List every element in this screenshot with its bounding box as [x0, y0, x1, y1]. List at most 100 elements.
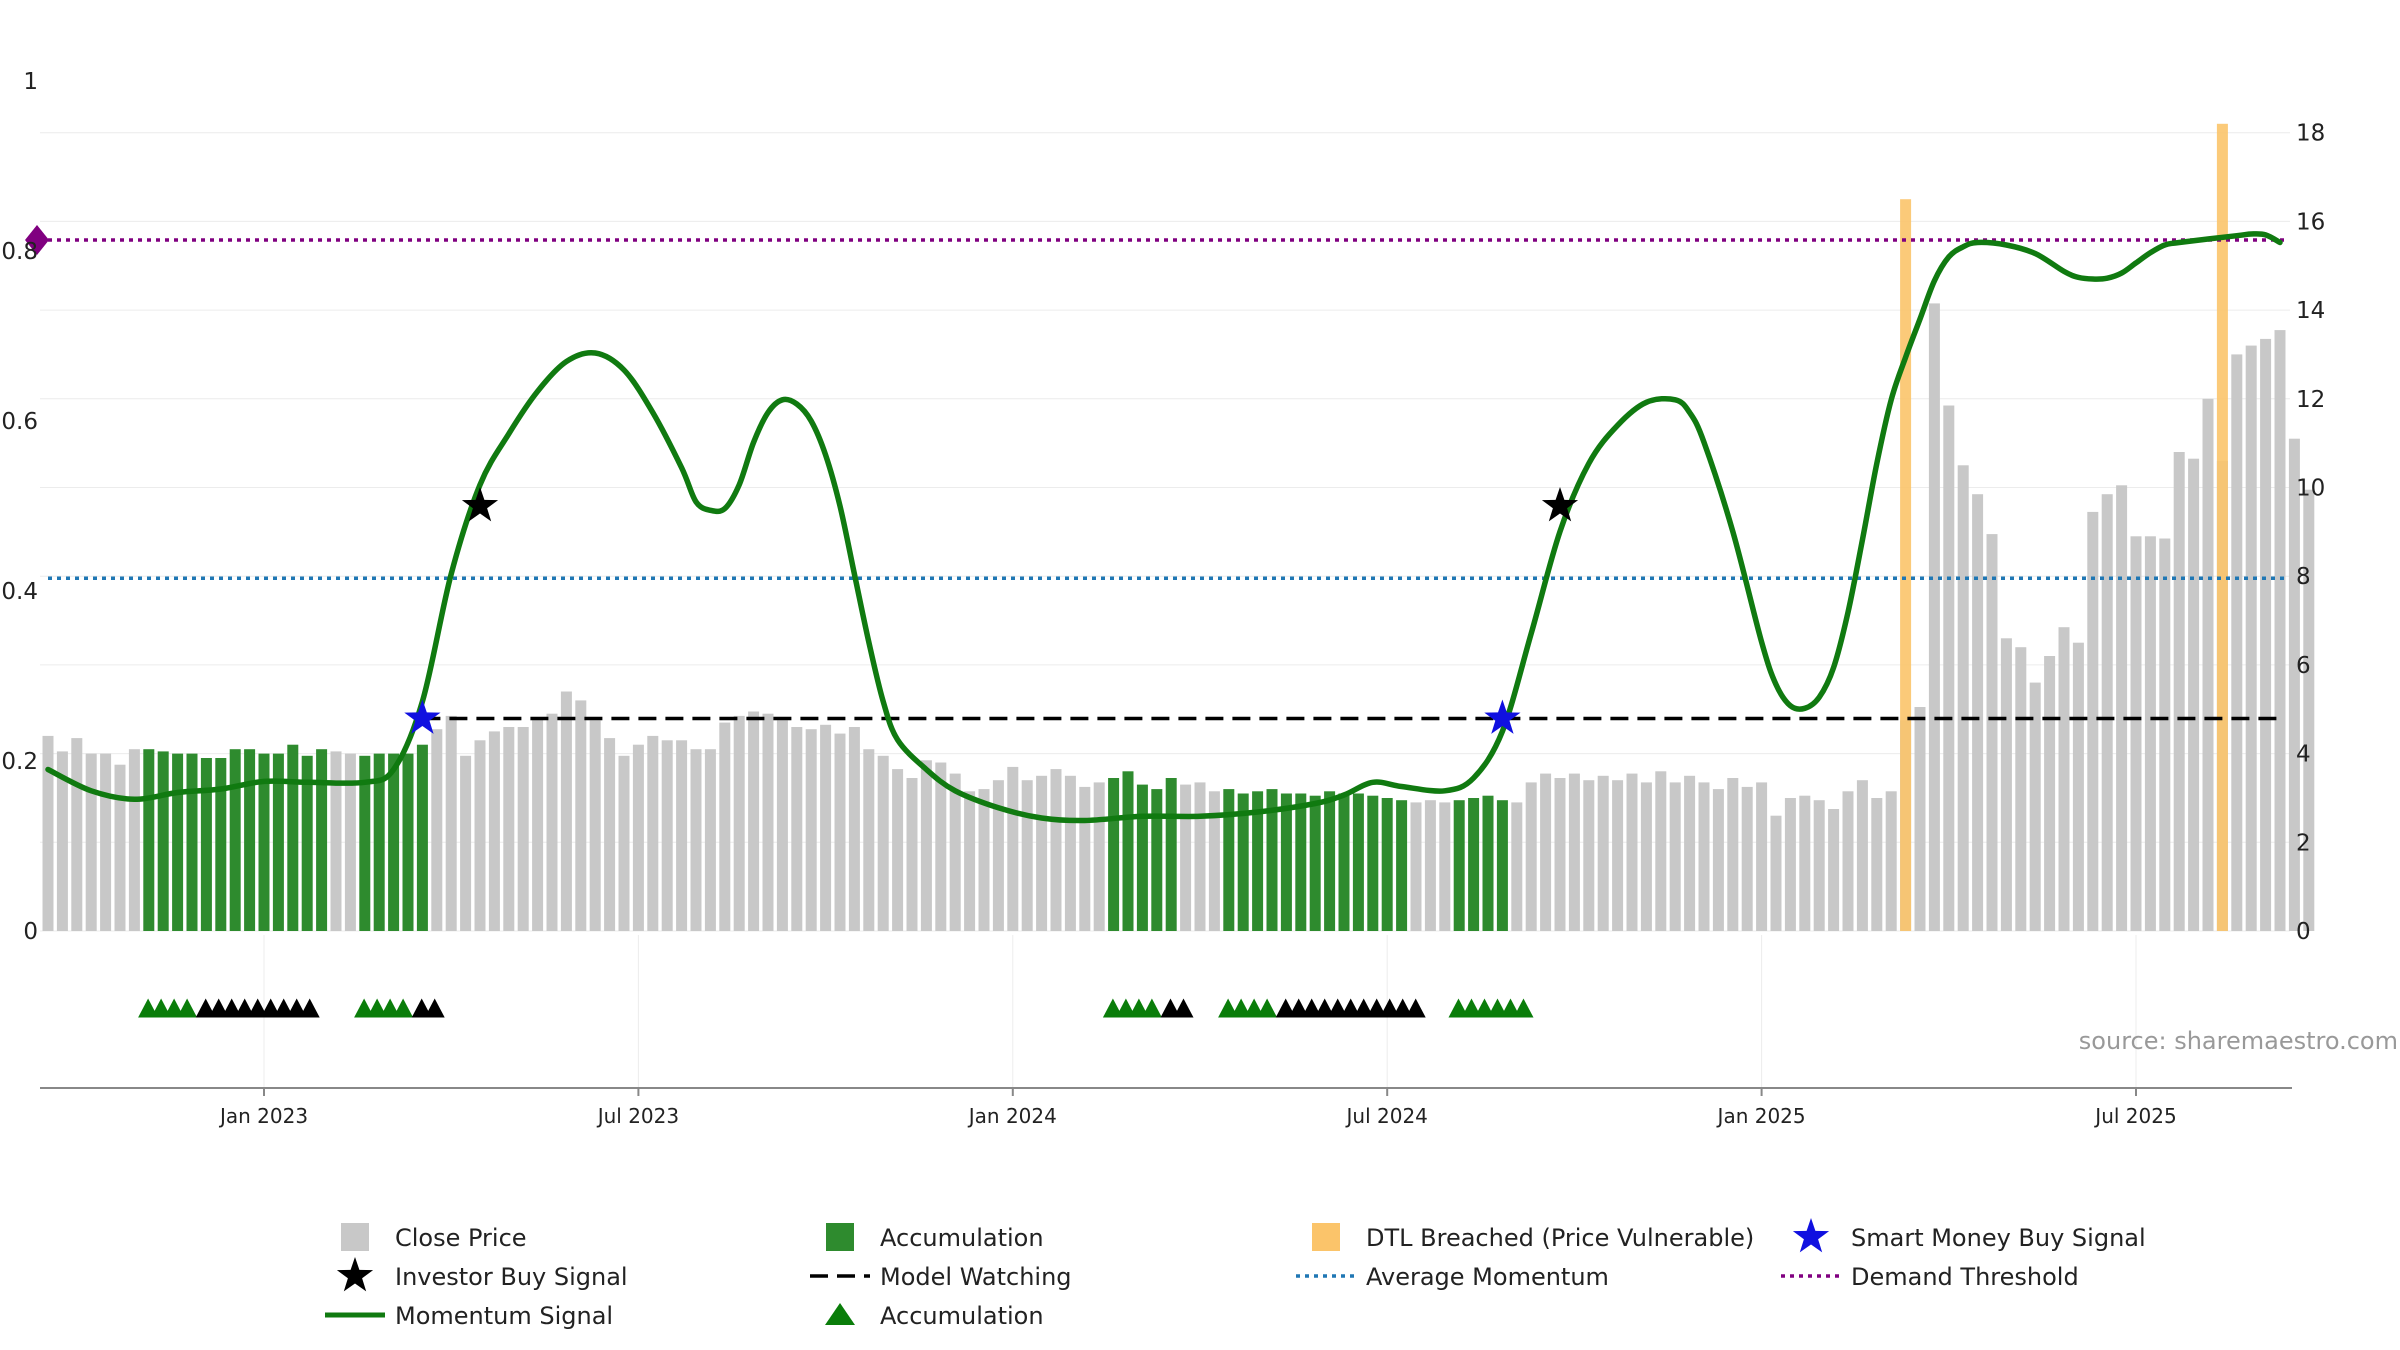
close-price-bar [949, 773, 961, 931]
x-tick-label: Jul 2025 [2093, 1104, 2176, 1128]
accumulation-marker-black [1379, 998, 1400, 1018]
accumulation-marker-black [1160, 998, 1181, 1018]
right-tick-label: 2 [2296, 830, 2311, 856]
close-price-bar [1856, 780, 1868, 931]
accumulation-marker-black [234, 998, 255, 1018]
close-price-bar [1439, 802, 1451, 931]
legend-item: Smart Money Buy Signal [1792, 1218, 2146, 1253]
close-price-bar [1770, 815, 1782, 931]
accumulation-marker [1128, 998, 1149, 1018]
close-price-bar [1741, 786, 1753, 931]
close-price-bar [2159, 538, 2171, 931]
close-price-bar [1525, 782, 1537, 931]
close-price-bar [1612, 780, 1624, 931]
accumulation-bar [200, 758, 212, 931]
accumulation-marker-black [1366, 998, 1387, 1018]
close-price-bar [1093, 782, 1105, 931]
close-price-bar [1568, 773, 1580, 931]
legend-label: Smart Money Buy Signal [1851, 1224, 2146, 1252]
accumulation-bar [402, 753, 414, 931]
accumulation-marker-black [1327, 998, 1348, 1018]
legend-label: Demand Threshold [1851, 1263, 2079, 1291]
close-price-bar [1007, 766, 1019, 931]
accumulation-marker-black [1275, 998, 1296, 1018]
accumulation-bar [1468, 798, 1480, 931]
close-price-bar [344, 753, 356, 931]
legend-swatch [1312, 1223, 1340, 1251]
close-price-bar [2000, 638, 2012, 931]
close-price-bar [503, 727, 515, 931]
close-price-bar [1050, 769, 1062, 931]
legend-star-icon [1792, 1218, 1830, 1253]
close-price-bar [2260, 338, 2272, 931]
close-price-bar [618, 755, 630, 931]
close-price-bar [85, 753, 97, 931]
close-price-bar [1842, 791, 1854, 931]
accumulation-marker [1513, 998, 1534, 1018]
close-price-bar [2029, 682, 2041, 931]
accumulation-marker-black [208, 998, 229, 1018]
accumulation-marker-black [1288, 998, 1309, 1018]
legend-swatch [826, 1223, 854, 1251]
close-price-bar [762, 713, 774, 931]
close-price-bar [892, 769, 904, 931]
accumulation-marker-black [247, 998, 268, 1018]
legend-label: Accumulation [880, 1224, 1044, 1252]
accumulation-marker [1102, 998, 1123, 1018]
legend-star-icon [336, 1257, 374, 1292]
close-price-bar [589, 720, 601, 931]
close-price-bar [71, 738, 83, 931]
left-tick-label: 0.2 [1, 749, 38, 775]
close-price-bar [863, 749, 875, 931]
right-tick-label: 4 [2296, 742, 2311, 768]
close-price-bar [2144, 536, 2156, 931]
right-tick-label: 10 [2296, 476, 2325, 502]
right-tick-label: 18 [2296, 121, 2325, 147]
close-price-bar [517, 727, 529, 931]
close-price-bar [2087, 511, 2099, 931]
close-price-bar [1698, 782, 1710, 931]
accumulation-bar [1237, 793, 1249, 931]
accumulation-marker-black [273, 998, 294, 1018]
legend-item: Accumulation [825, 1302, 1044, 1330]
accumulation-marker [151, 998, 172, 1018]
accumulation-bar [1381, 798, 1393, 931]
close-price-bar [1943, 405, 1955, 931]
legend-item: Average Momentum [1296, 1263, 1609, 1291]
accumulation-bar [229, 749, 241, 931]
x-tick-label: Jul 2023 [596, 1104, 679, 1128]
left-tick-label: 0 [23, 919, 38, 945]
accumulation-marker-black [221, 998, 242, 1018]
legend-item: DTL Breached (Price Vulnerable) [1312, 1223, 1754, 1252]
accumulation-marker-black [424, 998, 445, 1018]
close-price-bar [1986, 534, 1998, 931]
close-price-bar [661, 740, 673, 931]
close-price-bar [676, 740, 688, 931]
accumulation-marker [354, 998, 375, 1018]
close-price-bar [690, 749, 702, 931]
right-tick-label: 0 [2296, 919, 2311, 945]
close-price-bar [1828, 809, 1840, 931]
accumulation-marker-black [1405, 998, 1426, 1018]
legend-label: Investor Buy Signal [395, 1263, 628, 1291]
accumulation-marker-black [411, 998, 432, 1018]
x-tick-label: Jul 2024 [1345, 1104, 1428, 1128]
accumulation-marker [1474, 998, 1495, 1018]
accumulation-bar [287, 744, 299, 931]
close-price-bar [2101, 494, 2113, 931]
accumulation-bar [157, 751, 169, 931]
accumulation-bar [1280, 793, 1292, 931]
left-tick-label: 0.8 [1, 239, 38, 265]
right-tick-label: 8 [2296, 564, 2311, 590]
dtl-breached-bar [2216, 123, 2228, 932]
close-price-bar [1540, 773, 1552, 931]
close-price-bar [2044, 656, 2056, 931]
legend-triangle-icon [825, 1303, 855, 1325]
close-price-bar [445, 715, 457, 931]
close-price-bar [1597, 775, 1609, 931]
accumulation-bar [244, 749, 256, 931]
close-price-bar [1957, 465, 1969, 931]
bars-layer [42, 123, 2315, 932]
